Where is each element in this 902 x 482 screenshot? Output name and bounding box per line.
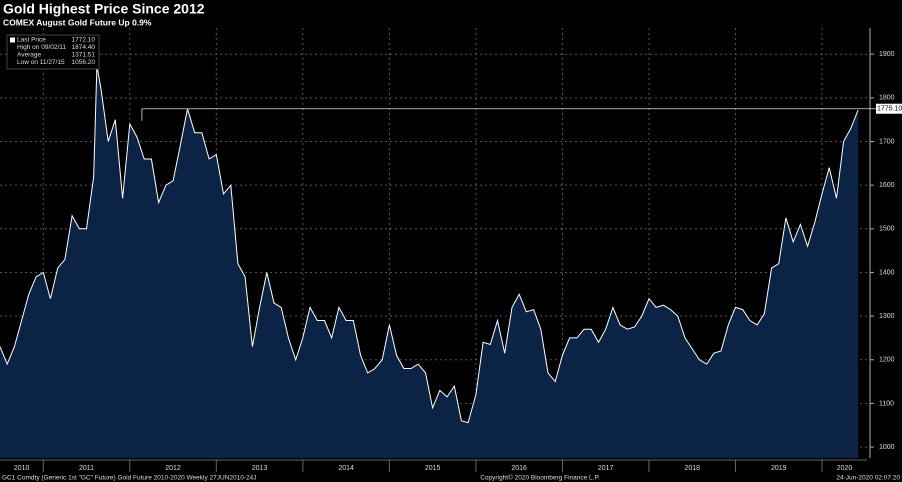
legend-label: Low on 11/27/15 [17, 59, 65, 66]
y-tick-label: 1500 [879, 226, 895, 233]
y-tick-label: 1100 [879, 400, 894, 407]
y-tick-label: 1300 [879, 313, 895, 320]
price-line [0, 65, 859, 424]
reference-label-box [876, 103, 902, 114]
x-tick-label: 2018 [684, 465, 700, 472]
x-tick-label: 2013 [252, 465, 268, 472]
x-tick-label: 2012 [165, 465, 181, 472]
legend-value: 1874.40 [72, 44, 96, 51]
chart-subtitle: COMEX August Gold Future Up 0.9% [3, 17, 152, 27]
legend-value: 1056.20 [72, 59, 96, 66]
y-tick-label: 1900 [879, 51, 895, 58]
legend-value: 1772.10 [72, 37, 96, 44]
footer-left: GC1 Comdty (Generic 1st "GC" Future) Gol… [2, 475, 257, 482]
x-tick-label: 2020 [837, 465, 853, 472]
x-tick-label: 2016 [511, 465, 527, 472]
legend-label: Last Price [17, 37, 46, 44]
area [0, 65, 859, 458]
legend-value: 1371.51 [72, 52, 96, 59]
y-tick-label: 1600 [879, 182, 895, 189]
x-tick-label: 2017 [598, 465, 614, 472]
reference-label: 1775.10 [877, 106, 902, 113]
legend-label: Average [17, 52, 41, 59]
x-tick-label: 2011 [79, 465, 94, 472]
x-tick-label: 2014 [338, 465, 354, 472]
y-tick-label: 1700 [879, 138, 895, 145]
y-tick-label: 1000 [879, 444, 895, 451]
x-tick-label: 2010 [14, 465, 30, 472]
footer-center: Copyright© 2020 Bloomberg Finance L.P. [480, 474, 600, 482]
legend-label: High on 09/02/11 [17, 44, 66, 51]
y-tick-label: 1200 [879, 357, 895, 364]
legend-box [6, 34, 100, 70]
x-tick-label: 2019 [771, 465, 787, 472]
y-tick-label: 1400 [879, 269, 895, 276]
legend-swatch [10, 37, 15, 43]
x-tick-label: 2015 [425, 465, 441, 472]
y-tick-label: 1800 [879, 95, 895, 102]
footer-right: 24-Jun-2020 02:07:20 [836, 475, 900, 482]
chart-title: Gold Highest Price Since 2012 [3, 1, 205, 17]
